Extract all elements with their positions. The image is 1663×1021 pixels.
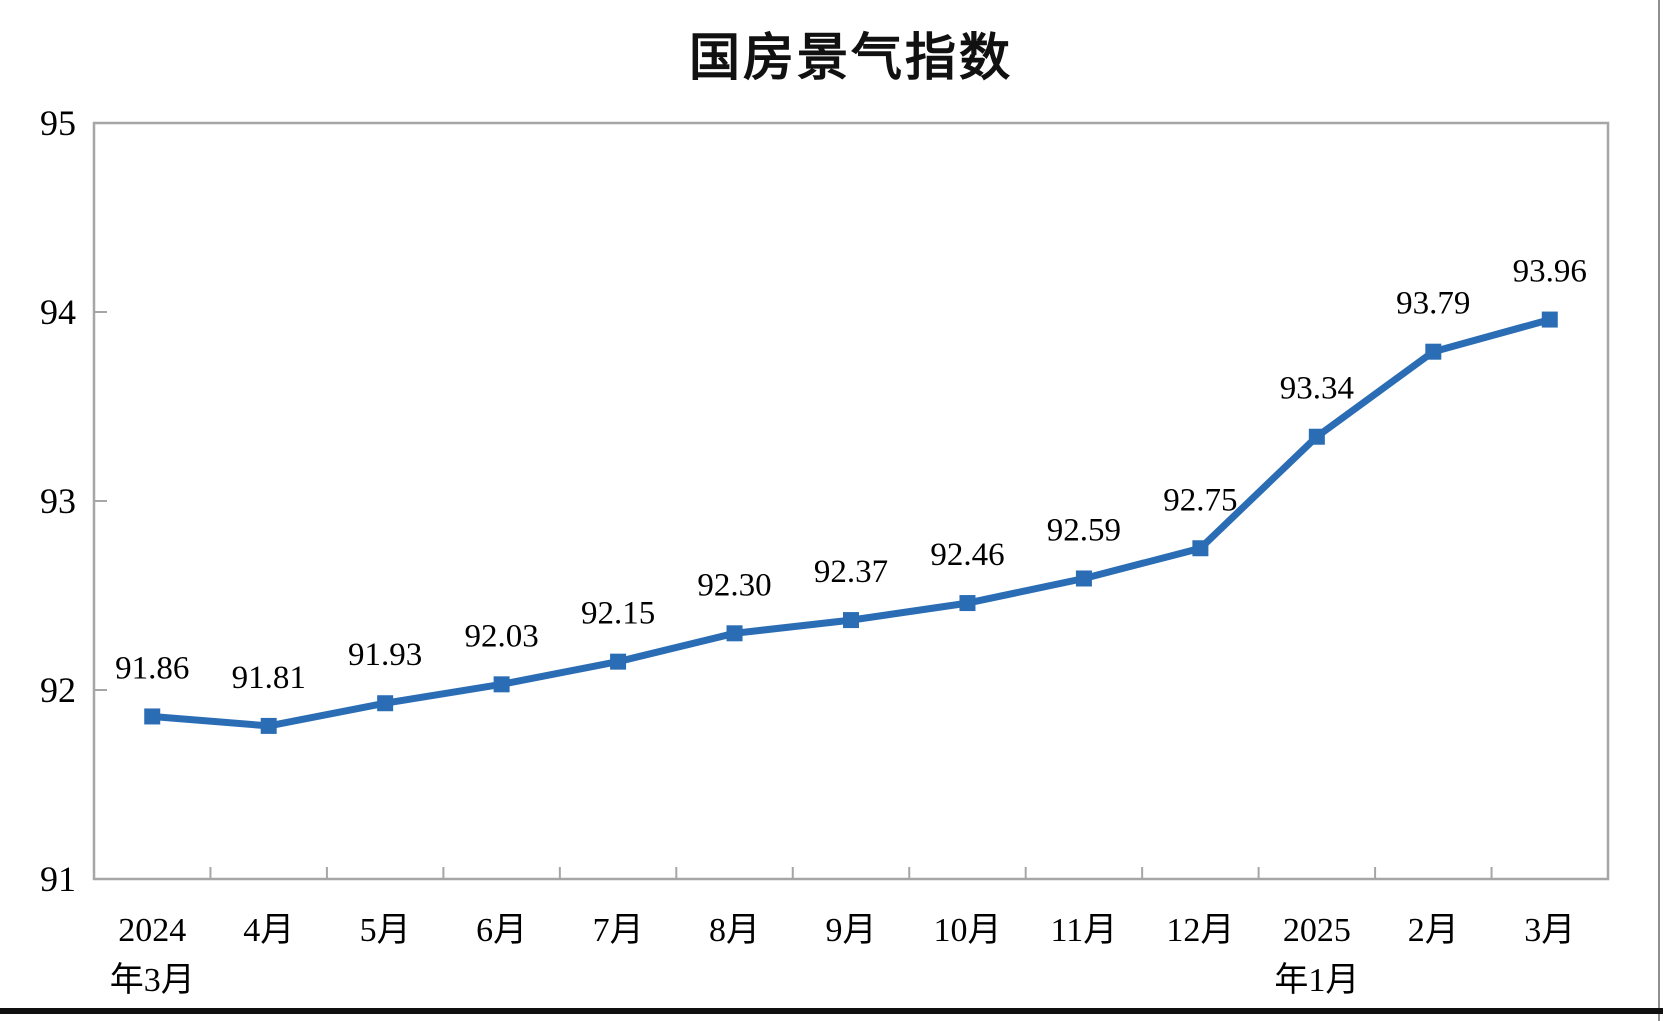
data-point-marker [1192,540,1209,557]
data-point-marker [493,676,510,693]
x-axis-tick-label: 2024 [118,912,186,949]
data-point-marker [1541,311,1558,328]
y-axis-tick-label: 95 [40,103,76,143]
data-point-marker [959,595,976,612]
x-axis-tick-label: 8月 [709,912,760,949]
data-point-marker [1425,343,1442,360]
data-point-label: 92.75 [1163,482,1237,518]
data-point-marker [843,612,859,629]
data-point-marker [144,708,161,725]
data-point-label: 93.96 [1513,254,1587,290]
y-axis-tick-label: 94 [40,292,76,332]
x-axis-tick-label: 10月 [933,912,1001,949]
data-point-label: 92.15 [581,596,655,632]
x-axis-tick-label: 5月 [360,912,411,949]
data-point-marker [726,625,743,642]
x-axis-tick-label: 4月 [243,912,294,949]
x-axis-tick-label: 12月 [1166,912,1234,949]
page-right-border [1658,0,1660,1021]
data-point-label: 91.86 [115,650,189,686]
data-point-marker [260,717,277,734]
data-point-marker [1308,428,1325,445]
plot-frame [92,121,1610,881]
chart-title: 国房景气指数 [688,29,1013,86]
data-point-label: 92.59 [1047,512,1121,548]
data-point-label: 92.03 [464,618,538,654]
data-point-label: 91.93 [348,637,422,673]
data-point-label: 93.79 [1396,286,1470,322]
data-point-marker [1075,570,1092,587]
x-axis-tick-label: 2月 [1408,912,1459,949]
data-point-label: 92.37 [814,554,888,590]
data-point-label: 92.46 [930,537,1004,573]
data-point-marker [610,653,627,670]
x-axis-tick-label: 年1月 [1274,961,1359,999]
data-point-marker [377,695,394,712]
x-axis-tick-label: 11月 [1051,912,1118,949]
x-axis-tick-label: 2025 [1283,912,1351,949]
x-axis-tick-label: 6月 [476,912,527,949]
data-point-label: 92.30 [697,567,771,603]
y-axis-tick-label: 92 [40,670,76,710]
y-axis-tick-label: 93 [40,481,76,521]
x-axis-tick-label: 3月 [1524,912,1575,949]
y-axis-tick-label: 91 [40,859,76,899]
x-axis-tick-label: 9月 [826,912,877,949]
x-axis-tick-label: 7月 [593,912,644,949]
data-point-label: 91.81 [232,660,306,696]
x-axis-tick-label: 年3月 [110,961,195,999]
page-bottom-rule [0,1008,1663,1014]
data-point-label: 93.34 [1280,371,1354,407]
